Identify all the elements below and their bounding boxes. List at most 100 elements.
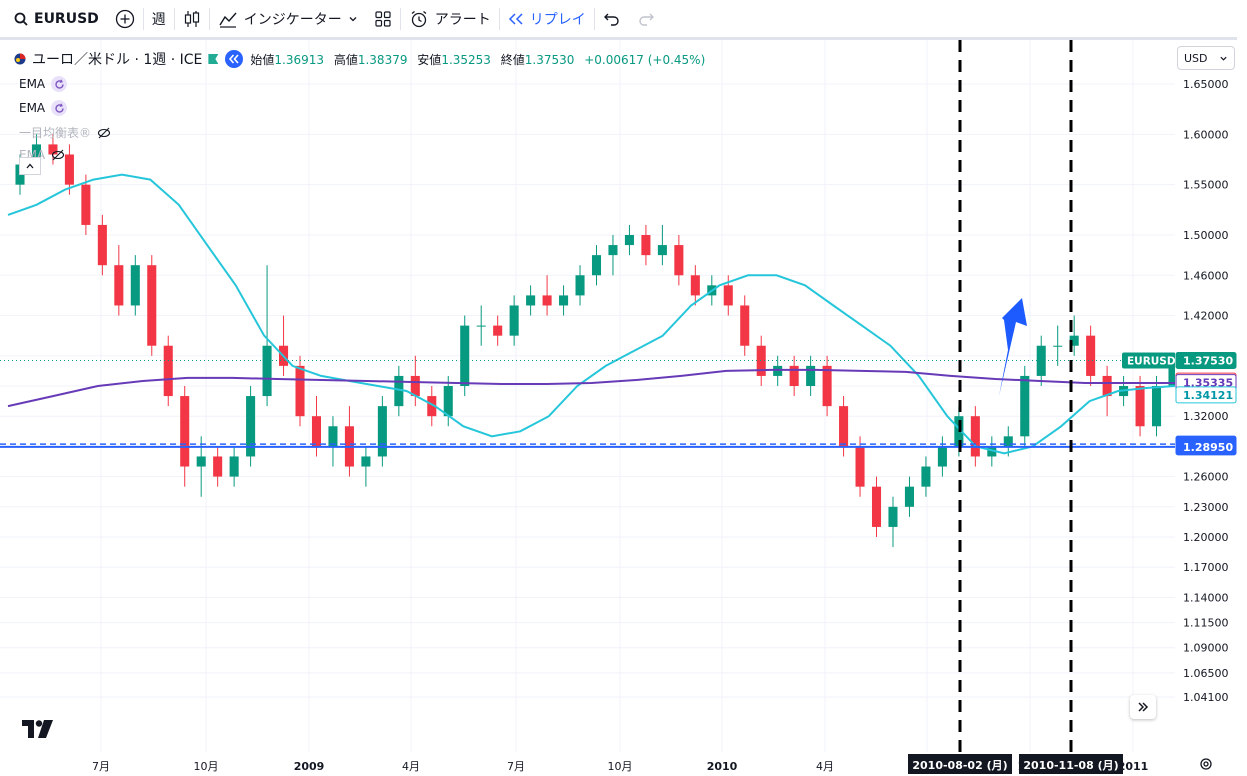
hidden-eye-icon[interactable] [51, 148, 65, 162]
price-axis[interactable]: 1.65000 1.60000 1.55000 1.50000 1.46000 1.420… [1175, 40, 1247, 752]
redo-button[interactable] [629, 0, 663, 37]
candle [871, 476, 882, 537]
top-toolbar: EURUSD 週 インジケーター アラート リプレイ [0, 0, 1247, 37]
candle-body [591, 255, 602, 276]
candle [394, 365, 404, 417]
candle-body [163, 345, 173, 397]
close-value: 1.37530 [524, 52, 575, 67]
candle-body [624, 235, 634, 246]
candle-body [970, 416, 980, 457]
last-price-label: 1.37530 [1183, 355, 1233, 368]
price-chart-pane[interactable]: EURUSD [0, 40, 1175, 752]
low-value: 1.35253 [441, 52, 491, 67]
interval-button[interactable]: 週 [144, 0, 174, 37]
candle-body [114, 265, 124, 306]
layouts-button[interactable] [366, 0, 400, 37]
candle-body [493, 325, 503, 336]
gear-icon[interactable] [1198, 756, 1214, 772]
candle [328, 416, 338, 467]
candle-body [690, 275, 700, 296]
candle [213, 446, 223, 487]
candle-body [822, 365, 832, 407]
compare-add-button[interactable] [107, 0, 143, 37]
candle-body [361, 456, 371, 467]
tradingview-logo-icon[interactable] [22, 720, 54, 738]
price-tick-label: 1.32000 [1183, 410, 1229, 423]
candle-body [987, 446, 997, 457]
symbol-label: EURUSD [34, 10, 99, 27]
candle-body [1003, 436, 1013, 447]
candle-body [97, 224, 107, 266]
candle [1151, 375, 1162, 437]
candle [1135, 375, 1145, 437]
time-axis[interactable]: 7月10月20094月7月10月20104月7月10月20112010-08-0… [0, 752, 1175, 776]
symbol-search-button[interactable]: EURUSD [0, 0, 107, 37]
replay-button[interactable]: リプレイ [500, 0, 594, 37]
candle [180, 386, 190, 487]
candle-body [48, 144, 58, 155]
price-tick-label: 1.23000 [1183, 501, 1229, 514]
candle-body [1086, 335, 1096, 376]
price-tick-label: 1.20000 [1183, 531, 1229, 544]
price-tick-label: 1.04100 [1183, 691, 1229, 704]
refresh-icon[interactable] [51, 100, 68, 116]
candle [888, 496, 898, 548]
hidden-eye-icon[interactable] [97, 126, 111, 140]
price-tick-label: 1.50000 [1183, 229, 1229, 242]
change-value: +0.00617 (+0.45%) [584, 52, 706, 67]
indicators-button[interactable]: インジケーター [210, 0, 366, 37]
candle [410, 355, 420, 407]
candle-body [773, 365, 783, 376]
alert-button[interactable]: アラート [401, 0, 499, 37]
candle-body [31, 144, 42, 165]
ema-fast-price-label: 1.34121 [1183, 389, 1233, 402]
currency-selector[interactable]: USD [1177, 46, 1235, 70]
candle-body [1036, 345, 1046, 376]
time-tick-label: 2009 [294, 760, 325, 773]
replay-indicator-icon[interactable] [224, 49, 244, 69]
candle-body [460, 325, 470, 386]
redo-icon [639, 13, 654, 26]
candle-body [756, 345, 766, 376]
undo-button[interactable] [595, 0, 629, 37]
candle-body [196, 456, 206, 467]
indicator-name: EMA [19, 77, 46, 91]
candle-body [427, 396, 437, 417]
interval-label: 週 [151, 11, 166, 28]
low-label: 安値 [417, 52, 442, 67]
price-tick-label: 1.17000 [1183, 561, 1229, 574]
date-marker-bg [1019, 754, 1123, 774]
candle [740, 295, 750, 356]
candle-body [871, 486, 882, 527]
chart-type-button[interactable] [175, 0, 209, 37]
indicator-row-ema-2[interactable]: EMA [19, 100, 68, 116]
grid-layout-icon [375, 10, 391, 27]
candle [591, 245, 602, 286]
price-tick-label: 1.60000 [1183, 128, 1229, 141]
symbol-tag-bg [1122, 352, 1175, 369]
candle-body [1102, 375, 1112, 397]
chevron-down-icon [1220, 56, 1227, 61]
indicator-row-ichimoku[interactable]: 一目均衡表® [19, 124, 111, 141]
scroll-to-latest-button[interactable] [1130, 695, 1156, 719]
alarm-clock-icon [411, 10, 427, 27]
candle [1053, 325, 1063, 366]
candle [575, 265, 585, 306]
refresh-icon[interactable] [51, 76, 68, 92]
candle [921, 456, 931, 497]
undo-icon [603, 13, 619, 26]
market-open-flag-icon [208, 54, 219, 64]
time-tick-label: 10月 [608, 760, 633, 773]
arrow-drawing[interactable] [999, 298, 1027, 396]
candle-body [674, 245, 684, 276]
candle [476, 305, 486, 346]
candle-body [608, 245, 618, 256]
toolbar-divider [208, 7, 210, 30]
symbol-title: ユーロ／米ドル · 1週 · ICE [32, 52, 203, 68]
candle [526, 285, 536, 316]
collapse-legend-button[interactable] [19, 157, 41, 175]
time-tick-label: 7月 [507, 760, 525, 773]
price-tick-label: 1.55000 [1183, 179, 1229, 192]
indicator-row-ema-1[interactable]: EMA [19, 76, 68, 92]
price-tick-label: 1.14000 [1183, 591, 1229, 604]
